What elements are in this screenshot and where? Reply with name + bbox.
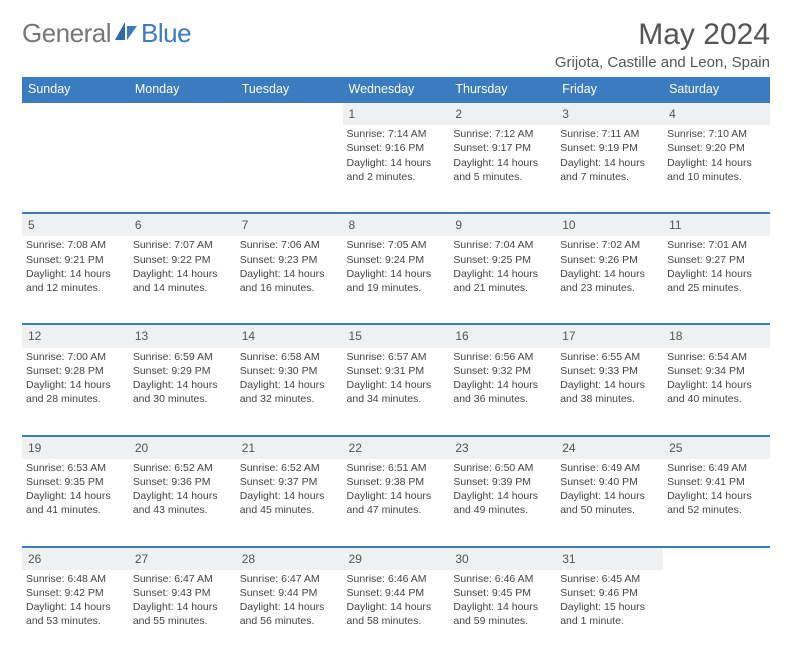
day-detail-cell: Sunrise: 6:48 AMSunset: 9:42 PMDaylight:… — [22, 570, 129, 658]
day-detail-cell: Sunrise: 7:11 AMSunset: 9:19 PMDaylight:… — [556, 125, 663, 213]
day-detail-cell: Sunrise: 6:55 AMSunset: 9:33 PMDaylight:… — [556, 348, 663, 436]
day-number-cell — [236, 102, 343, 125]
day-detail-cell: Sunrise: 6:47 AMSunset: 9:43 PMDaylight:… — [129, 570, 236, 658]
sail-icon — [113, 20, 139, 47]
day-detail-cell: Sunrise: 6:54 AMSunset: 9:34 PMDaylight:… — [663, 348, 770, 436]
day-detail-row: Sunrise: 7:14 AMSunset: 9:16 PMDaylight:… — [22, 125, 770, 213]
location: Grijota, Castille and Leon, Spain — [555, 54, 770, 71]
logo-text-1: General — [22, 18, 111, 49]
day-detail-cell: Sunrise: 7:00 AMSunset: 9:28 PMDaylight:… — [22, 348, 129, 436]
day-detail-cell — [129, 125, 236, 213]
day-detail-cell: Sunrise: 6:49 AMSunset: 9:40 PMDaylight:… — [556, 459, 663, 547]
day-detail-row: Sunrise: 6:53 AMSunset: 9:35 PMDaylight:… — [22, 459, 770, 547]
day-number-cell: 26 — [22, 547, 129, 570]
day-number-row: 19202122232425 — [22, 436, 770, 459]
day-number-cell: 29 — [343, 547, 450, 570]
day-detail-cell: Sunrise: 6:49 AMSunset: 9:41 PMDaylight:… — [663, 459, 770, 547]
calendar-table: Sunday Monday Tuesday Wednesday Thursday… — [22, 77, 770, 658]
day-detail-cell — [236, 125, 343, 213]
day-number-cell: 18 — [663, 324, 770, 347]
weekday-header: Monday — [129, 77, 236, 102]
day-detail-cell: Sunrise: 7:14 AMSunset: 9:16 PMDaylight:… — [343, 125, 450, 213]
day-detail-cell — [663, 570, 770, 658]
day-detail-cell: Sunrise: 6:52 AMSunset: 9:36 PMDaylight:… — [129, 459, 236, 547]
day-detail-cell: Sunrise: 7:06 AMSunset: 9:23 PMDaylight:… — [236, 236, 343, 324]
day-detail-cell: Sunrise: 7:08 AMSunset: 9:21 PMDaylight:… — [22, 236, 129, 324]
day-detail-cell: Sunrise: 6:45 AMSunset: 9:46 PMDaylight:… — [556, 570, 663, 658]
weekday-header: Sunday — [22, 77, 129, 102]
day-number-cell — [129, 102, 236, 125]
day-number-row: 12131415161718 — [22, 324, 770, 347]
day-number-row: 567891011 — [22, 213, 770, 236]
day-detail-cell: Sunrise: 7:05 AMSunset: 9:24 PMDaylight:… — [343, 236, 450, 324]
weekday-header: Tuesday — [236, 77, 343, 102]
day-detail-cell: Sunrise: 6:59 AMSunset: 9:29 PMDaylight:… — [129, 348, 236, 436]
day-detail-cell: Sunrise: 6:46 AMSunset: 9:44 PMDaylight:… — [343, 570, 450, 658]
day-number-cell: 24 — [556, 436, 663, 459]
day-detail-cell: Sunrise: 6:58 AMSunset: 9:30 PMDaylight:… — [236, 348, 343, 436]
day-detail-cell: Sunrise: 6:47 AMSunset: 9:44 PMDaylight:… — [236, 570, 343, 658]
day-number-cell: 13 — [129, 324, 236, 347]
day-detail-cell — [22, 125, 129, 213]
day-detail-cell: Sunrise: 7:04 AMSunset: 9:25 PMDaylight:… — [449, 236, 556, 324]
header: General Blue May 2024 Grijota, Castille … — [22, 18, 770, 71]
weekday-header: Thursday — [449, 77, 556, 102]
day-number-cell: 9 — [449, 213, 556, 236]
day-detail-cell: Sunrise: 6:56 AMSunset: 9:32 PMDaylight:… — [449, 348, 556, 436]
day-detail-cell: Sunrise: 6:52 AMSunset: 9:37 PMDaylight:… — [236, 459, 343, 547]
weekday-header-row: Sunday Monday Tuesday Wednesday Thursday… — [22, 77, 770, 102]
day-number-cell: 31 — [556, 547, 663, 570]
day-detail-row: Sunrise: 6:48 AMSunset: 9:42 PMDaylight:… — [22, 570, 770, 658]
weekday-header: Wednesday — [343, 77, 450, 102]
day-number-row: 262728293031 — [22, 547, 770, 570]
day-number-cell: 12 — [22, 324, 129, 347]
day-detail-row: Sunrise: 7:00 AMSunset: 9:28 PMDaylight:… — [22, 348, 770, 436]
day-detail-cell: Sunrise: 6:46 AMSunset: 9:45 PMDaylight:… — [449, 570, 556, 658]
day-number-cell: 27 — [129, 547, 236, 570]
day-detail-cell: Sunrise: 7:12 AMSunset: 9:17 PMDaylight:… — [449, 125, 556, 213]
day-number-cell: 14 — [236, 324, 343, 347]
day-number-cell — [22, 102, 129, 125]
day-detail-cell: Sunrise: 7:10 AMSunset: 9:20 PMDaylight:… — [663, 125, 770, 213]
day-number-cell: 4 — [663, 102, 770, 125]
day-number-cell: 23 — [449, 436, 556, 459]
day-number-cell: 5 — [22, 213, 129, 236]
logo-text-2: Blue — [141, 18, 191, 49]
day-number-cell: 28 — [236, 547, 343, 570]
day-detail-cell: Sunrise: 6:51 AMSunset: 9:38 PMDaylight:… — [343, 459, 450, 547]
day-number-cell — [663, 547, 770, 570]
logo: General Blue — [22, 18, 191, 49]
day-detail-row: Sunrise: 7:08 AMSunset: 9:21 PMDaylight:… — [22, 236, 770, 324]
weekday-header: Friday — [556, 77, 663, 102]
day-number-cell: 20 — [129, 436, 236, 459]
day-detail-cell: Sunrise: 7:02 AMSunset: 9:26 PMDaylight:… — [556, 236, 663, 324]
day-detail-cell: Sunrise: 6:57 AMSunset: 9:31 PMDaylight:… — [343, 348, 450, 436]
day-detail-cell: Sunrise: 6:53 AMSunset: 9:35 PMDaylight:… — [22, 459, 129, 547]
day-number-cell: 6 — [129, 213, 236, 236]
day-number-cell: 22 — [343, 436, 450, 459]
day-number-cell: 21 — [236, 436, 343, 459]
day-number-cell: 15 — [343, 324, 450, 347]
title-block: May 2024 Grijota, Castille and Leon, Spa… — [555, 18, 770, 71]
day-number-cell: 7 — [236, 213, 343, 236]
day-number-cell: 17 — [556, 324, 663, 347]
day-number-cell: 30 — [449, 547, 556, 570]
day-number-cell: 19 — [22, 436, 129, 459]
month-title: May 2024 — [555, 18, 770, 52]
weekday-header: Saturday — [663, 77, 770, 102]
day-number-cell: 2 — [449, 102, 556, 125]
day-number-cell: 10 — [556, 213, 663, 236]
day-number-cell: 1 — [343, 102, 450, 125]
day-number-cell: 16 — [449, 324, 556, 347]
day-number-cell: 11 — [663, 213, 770, 236]
day-detail-cell: Sunrise: 6:50 AMSunset: 9:39 PMDaylight:… — [449, 459, 556, 547]
day-number-row: 1234 — [22, 102, 770, 125]
day-detail-cell: Sunrise: 7:01 AMSunset: 9:27 PMDaylight:… — [663, 236, 770, 324]
day-number-cell: 3 — [556, 102, 663, 125]
day-number-cell: 8 — [343, 213, 450, 236]
day-number-cell: 25 — [663, 436, 770, 459]
day-detail-cell: Sunrise: 7:07 AMSunset: 9:22 PMDaylight:… — [129, 236, 236, 324]
